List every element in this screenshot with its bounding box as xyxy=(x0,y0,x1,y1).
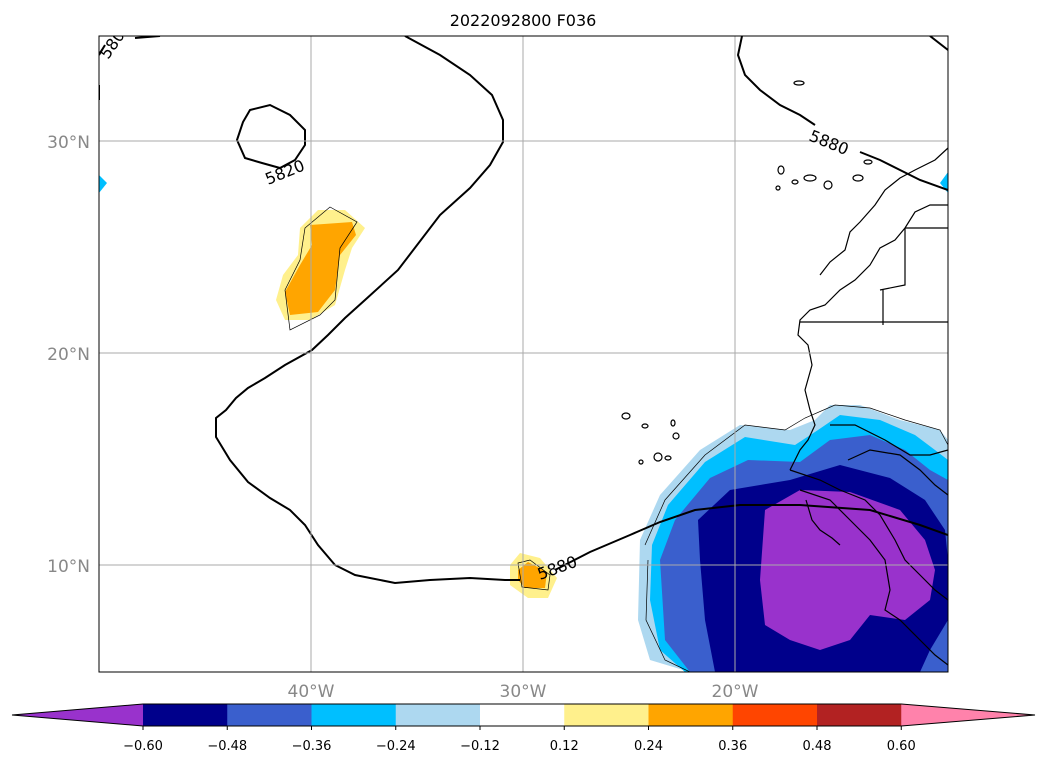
colorbar-segment xyxy=(564,704,649,726)
colorbar-segment xyxy=(480,704,565,726)
gridlines xyxy=(99,36,948,672)
lon-label: 40°W xyxy=(288,682,335,702)
map-layers: 580 5820 5880 5880 xyxy=(99,36,948,672)
map-frame xyxy=(98,35,949,673)
colorbar-tick-label: 0.60 xyxy=(887,739,916,754)
edge-patch xyxy=(940,172,948,193)
colorbar-tick-label: −0.24 xyxy=(376,739,416,754)
lat-label: 10°N xyxy=(47,557,90,577)
colorbar-segment xyxy=(227,704,312,726)
colorbar-segment xyxy=(648,704,734,726)
colorbar-tick-label: 0.12 xyxy=(550,739,579,754)
colorbar-segment xyxy=(817,704,902,726)
colorbar-tick-label: −0.60 xyxy=(123,739,163,754)
edge-patch xyxy=(99,175,107,193)
colorbar-segment xyxy=(732,704,818,726)
lon-label: 30°W xyxy=(500,682,547,702)
colorbar-tick-label: −0.36 xyxy=(292,739,332,754)
lon-label: 20°W xyxy=(712,682,759,702)
islands xyxy=(621,80,873,465)
colorbar-tick-label: −0.12 xyxy=(460,739,500,754)
colorbar-segment xyxy=(311,704,397,726)
colorbar-tick-label: 0.48 xyxy=(803,739,832,754)
colorbar-extend-low xyxy=(12,704,143,726)
colorbar-extend-high xyxy=(901,704,1035,726)
colorbar-segment xyxy=(143,704,228,726)
coastlines xyxy=(789,147,948,666)
negative-anomaly-region xyxy=(638,405,948,672)
colorbar-tick-label: 0.24 xyxy=(634,739,663,754)
lat-label: 30°N xyxy=(47,133,90,153)
colorbar-segment xyxy=(395,704,481,726)
map-title: 2022092800 F036 xyxy=(450,11,597,30)
colorbar: −0.60 −0.48 −0.36 −0.24 −0.12 0.12 0.24 0.36 0.4… xyxy=(11,703,1036,754)
anomaly-outline xyxy=(644,404,948,672)
positive-anomaly-patch-north xyxy=(276,206,365,331)
colorbar-tick-label: 0.36 xyxy=(718,739,747,754)
positive-anomaly-patch-south xyxy=(510,553,557,598)
lat-label: 20°N xyxy=(47,345,90,365)
colorbar-tick-label: −0.48 xyxy=(207,739,247,754)
